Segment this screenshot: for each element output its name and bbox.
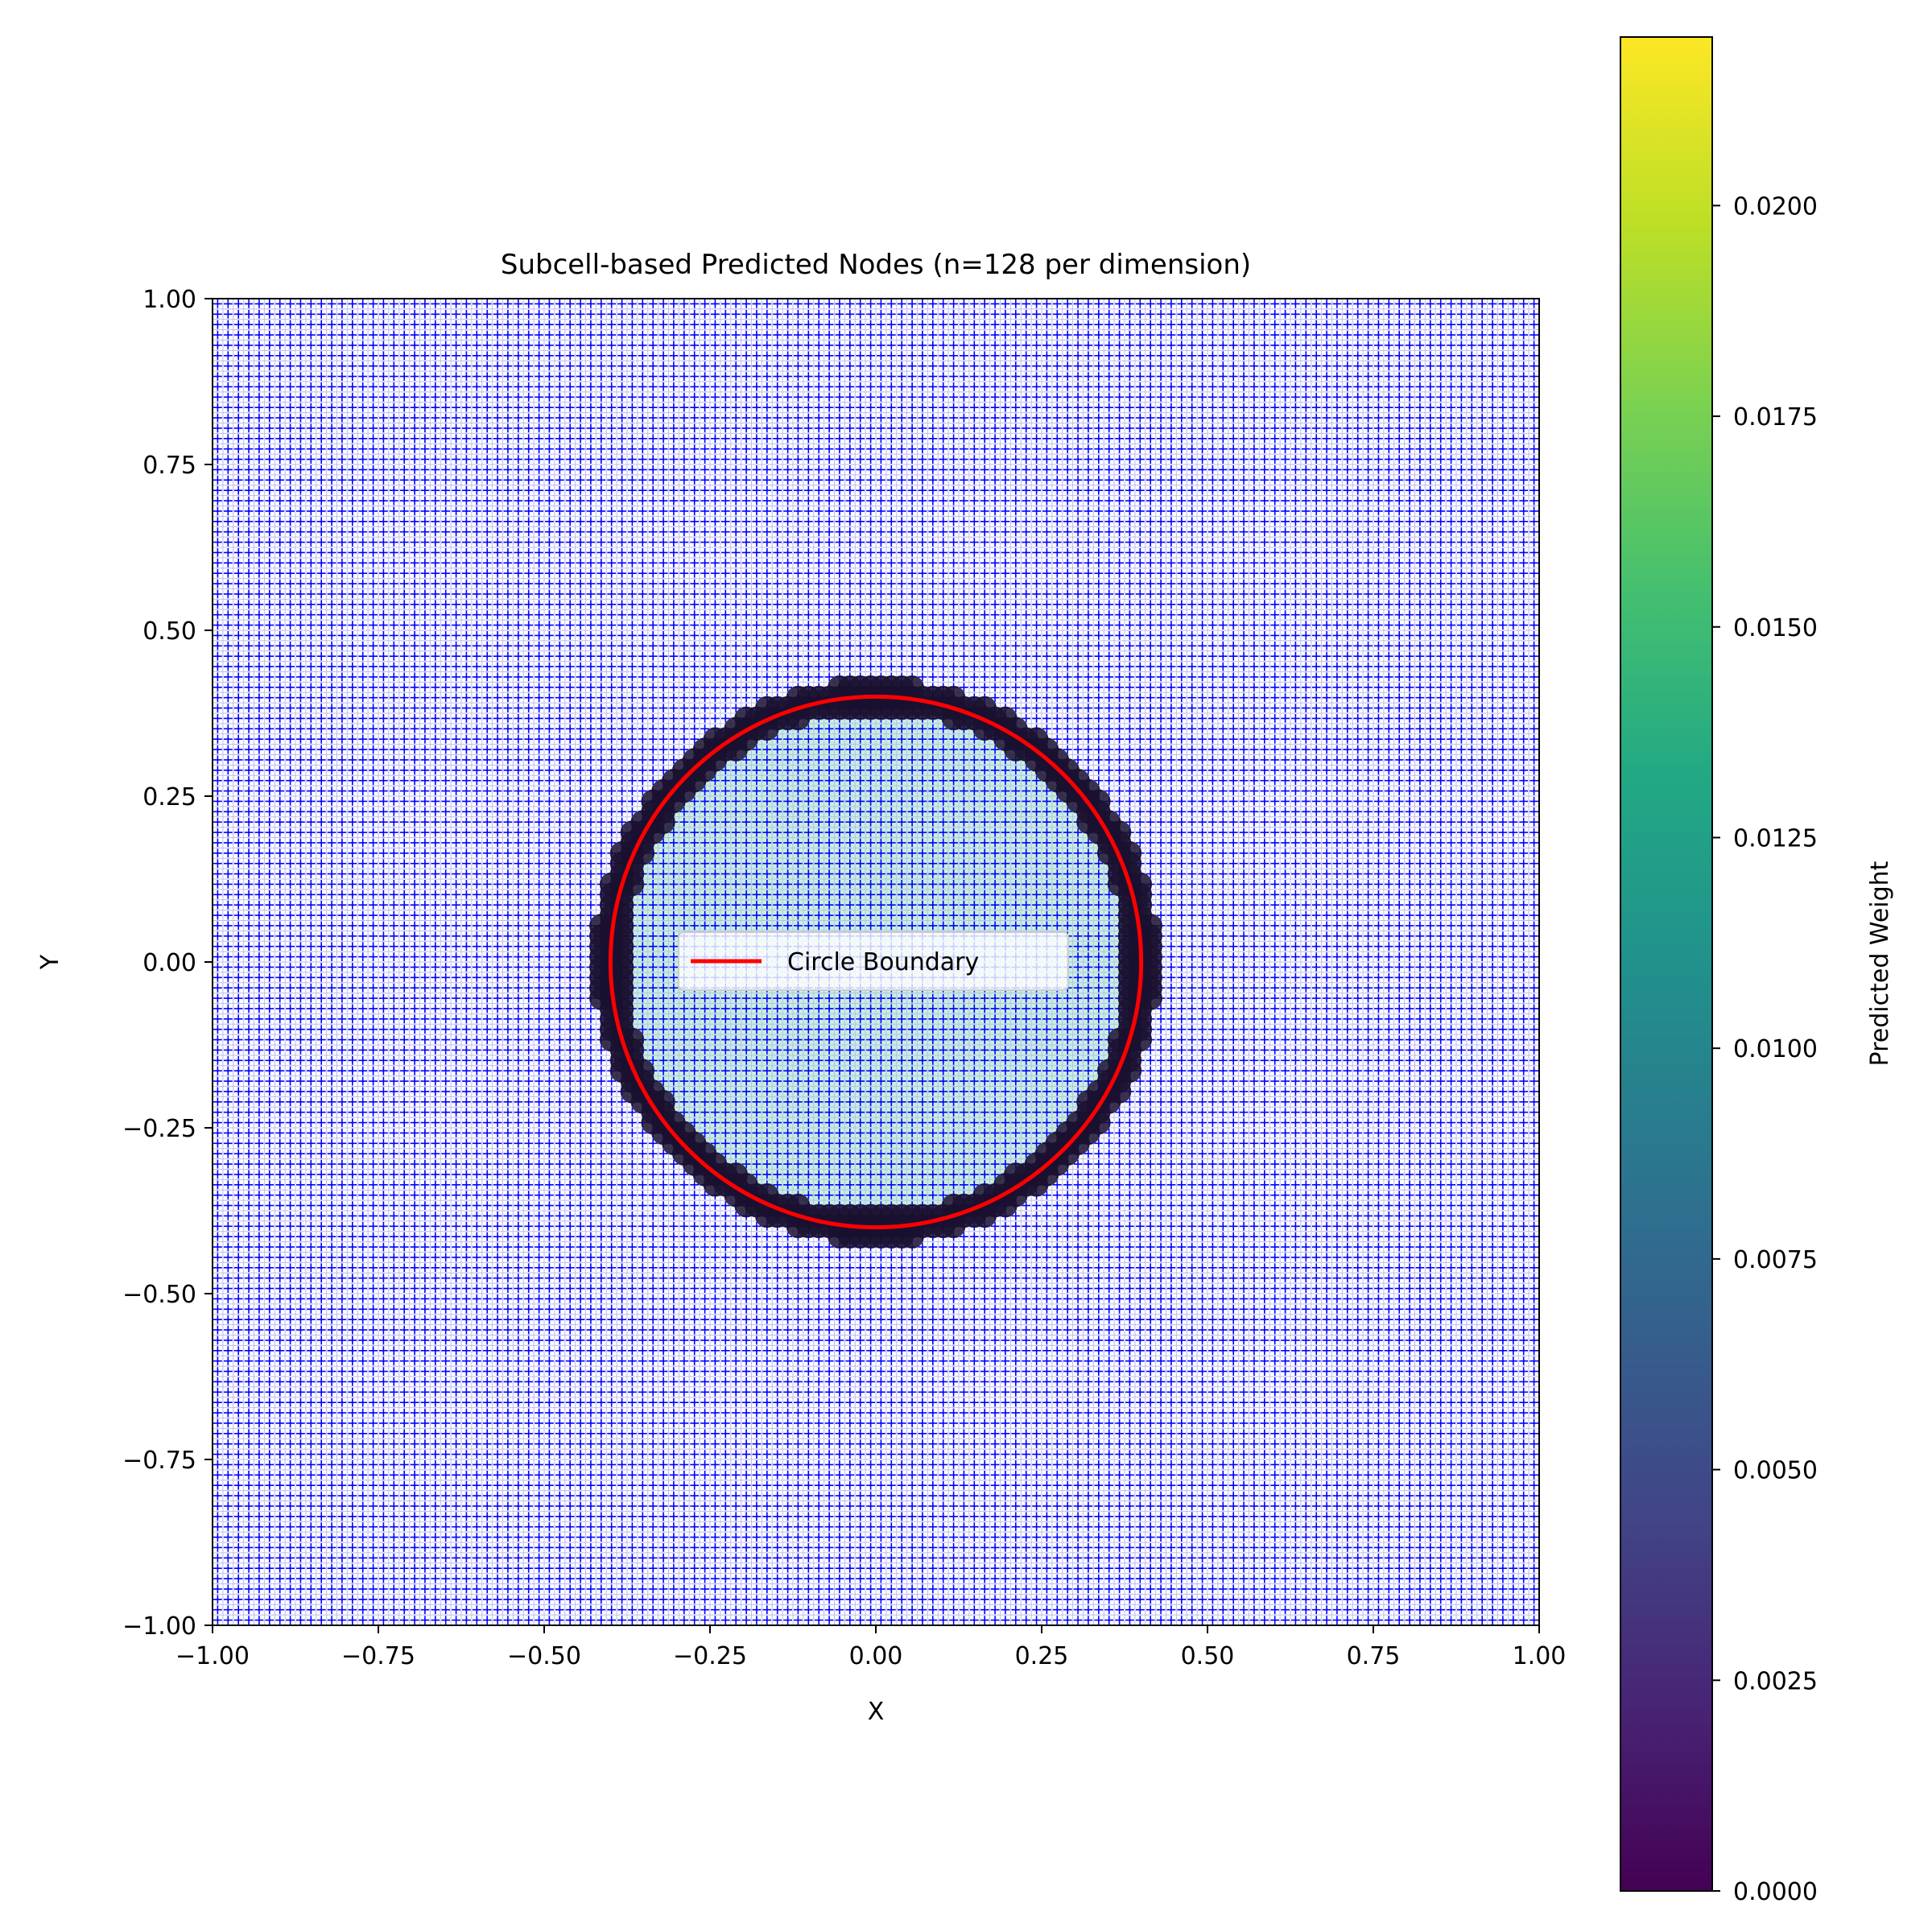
figure: −1.00 −0.75 −0.50 −0.25 0.00 0.25 0.50 0.75 1.00… (36, 36, 1894, 1906)
